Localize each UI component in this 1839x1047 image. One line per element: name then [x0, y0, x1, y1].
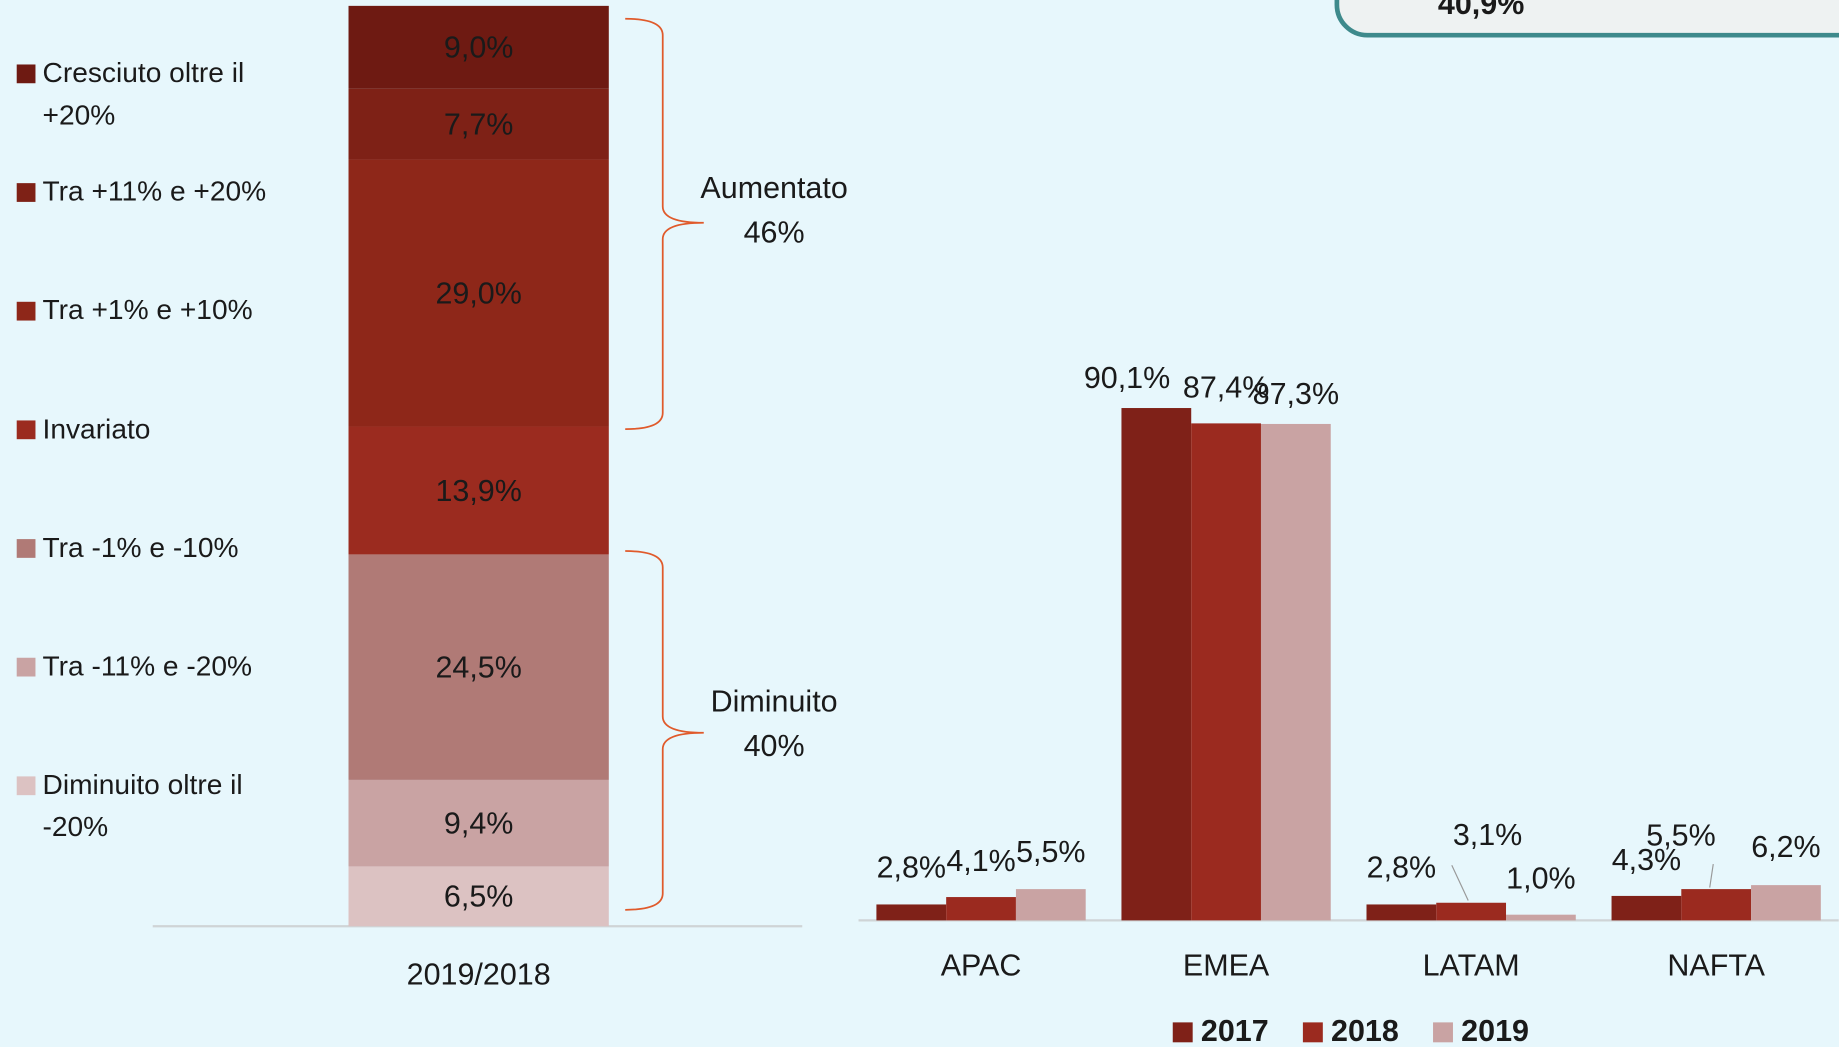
bar — [1366, 904, 1437, 921]
legend-swatch — [16, 301, 36, 321]
x-tick-label: EMEA — [1183, 948, 1270, 982]
data-label: 7,7% — [444, 108, 513, 142]
legend-entry: Invariato — [42, 413, 151, 446]
data-label: 87,4% — [1183, 370, 1269, 404]
legend-swatch — [16, 183, 36, 202]
legend-label: Invariato — [42, 413, 151, 446]
legend-label: Tra -11% e -20% — [42, 650, 253, 683]
data-label: 29,0% — [435, 276, 521, 310]
bar — [1015, 889, 1086, 921]
legend-label: Tra +1% e +10% — [42, 294, 253, 327]
legend-entry: Tra +11% e +20% — [42, 176, 267, 208]
data-label: 4,3% — [1612, 843, 1681, 877]
data-label: 3,1% — [1453, 818, 1522, 852]
x-tick-label: LATAM — [1423, 948, 1520, 982]
bar — [1121, 408, 1192, 921]
bar-segment — [348, 88, 609, 160]
data-label: 24,5% — [435, 651, 521, 685]
legend-entry: Tra -1% e -10% — [42, 532, 239, 564]
bar — [1611, 895, 1682, 921]
legend-swatch — [1433, 1022, 1453, 1043]
legend-label: Tra +11% e +20% — [42, 176, 267, 208]
legend-entry: Tra -11% e -20% — [42, 650, 253, 683]
legend-label: 2019 — [1461, 1014, 1529, 1047]
data-label: 87,3% — [1253, 377, 1339, 411]
data-label: 1,0% — [1506, 862, 1575, 896]
data-label: 5,5% — [1646, 819, 1715, 853]
legend-entry: Tra +1% e +10% — [42, 294, 253, 327]
bar-segment — [348, 5, 609, 89]
bracket — [625, 550, 704, 911]
legend-label: 2018 — [1331, 1014, 1399, 1047]
bar-segment — [348, 866, 609, 927]
bar-segment — [348, 779, 609, 867]
legend-swatch — [1172, 1022, 1193, 1043]
legend-entry: Cresciuto oltre il +20% — [42, 57, 245, 132]
summary-value: 40,9% — [1438, 0, 1524, 21]
bar-segment — [348, 426, 609, 555]
bracket — [625, 17, 704, 430]
legend-swatch — [16, 657, 36, 677]
legend-label: Tra -1% e -10% — [42, 532, 239, 564]
summary-box — [1334, 0, 1839, 38]
legend-swatch — [16, 776, 36, 796]
data-label: 9,4% — [444, 807, 513, 841]
data-label: 6,5% — [444, 880, 513, 914]
x-tick-label: APAC — [941, 948, 1022, 982]
legend-swatch — [16, 64, 36, 84]
legend-label: Cresciuto oltre il +20% — [42, 57, 245, 132]
bar-segment — [348, 554, 609, 780]
bar — [1436, 902, 1507, 921]
bar — [946, 897, 1016, 921]
annotation: 40% — [744, 729, 805, 763]
legend-swatch — [16, 420, 36, 440]
data-label: 2,8% — [877, 850, 946, 884]
data-label: 5,5% — [1016, 835, 1085, 869]
legend-swatch — [16, 539, 36, 558]
x-tick-label: NAFTA — [1667, 948, 1765, 982]
legend-entry: Diminuito oltre il -20% — [42, 769, 243, 844]
bar — [1506, 914, 1576, 921]
leader-line — [1451, 865, 1469, 901]
data-label: 6,2% — [1751, 830, 1820, 864]
annotation: Aumentato — [700, 171, 847, 205]
bar — [1751, 885, 1821, 921]
data-label: 4,1% — [946, 844, 1015, 878]
bar — [1681, 889, 1752, 921]
data-label: 90,1% — [1084, 361, 1170, 395]
legend-swatch — [1302, 1022, 1323, 1043]
legend-label: 2017 — [1201, 1014, 1269, 1047]
annotation: Diminuito — [711, 685, 838, 719]
data-label: 9,0% — [444, 31, 513, 65]
legend-label: Diminuito oltre il -20% — [42, 769, 243, 844]
bar-segment — [348, 159, 609, 427]
leader-line — [1709, 864, 1714, 888]
x-tick-label: 2019/2018 — [407, 958, 551, 992]
bar — [1191, 423, 1261, 921]
data-label: 2,8% — [1367, 850, 1436, 884]
data-label: 13,9% — [435, 474, 521, 508]
annotation: 46% — [744, 216, 805, 250]
bar — [876, 904, 947, 921]
bar — [1260, 423, 1331, 921]
